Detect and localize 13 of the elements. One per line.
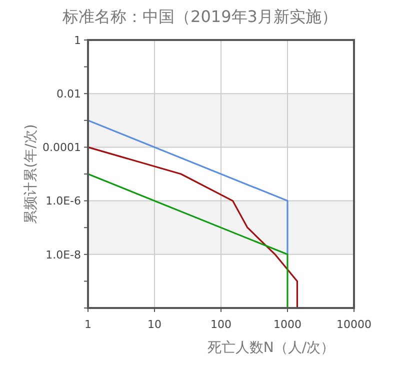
x-tick-label: 1	[84, 318, 92, 331]
x-tick-label: 10	[148, 318, 162, 331]
x-tick-label: 1000	[274, 318, 302, 331]
y-axis-title: 累频计累(年/次)	[23, 124, 39, 224]
y-tick-label: 1.0E-6	[46, 194, 81, 208]
x-tick-label: 100	[210, 318, 232, 331]
y-tick-label: 0.01	[56, 87, 81, 100]
x-axis-title: 死亡人数N（人/次）	[207, 340, 335, 356]
y-tick-label: 1	[74, 34, 81, 47]
y-tick-label: 0.0001	[42, 141, 81, 154]
y-tick-label: 1.0E-8	[46, 248, 81, 262]
x-tick-label: 10000	[336, 318, 372, 331]
chart-title: 标准名称：中国（2019年3月新实施）	[62, 7, 338, 26]
